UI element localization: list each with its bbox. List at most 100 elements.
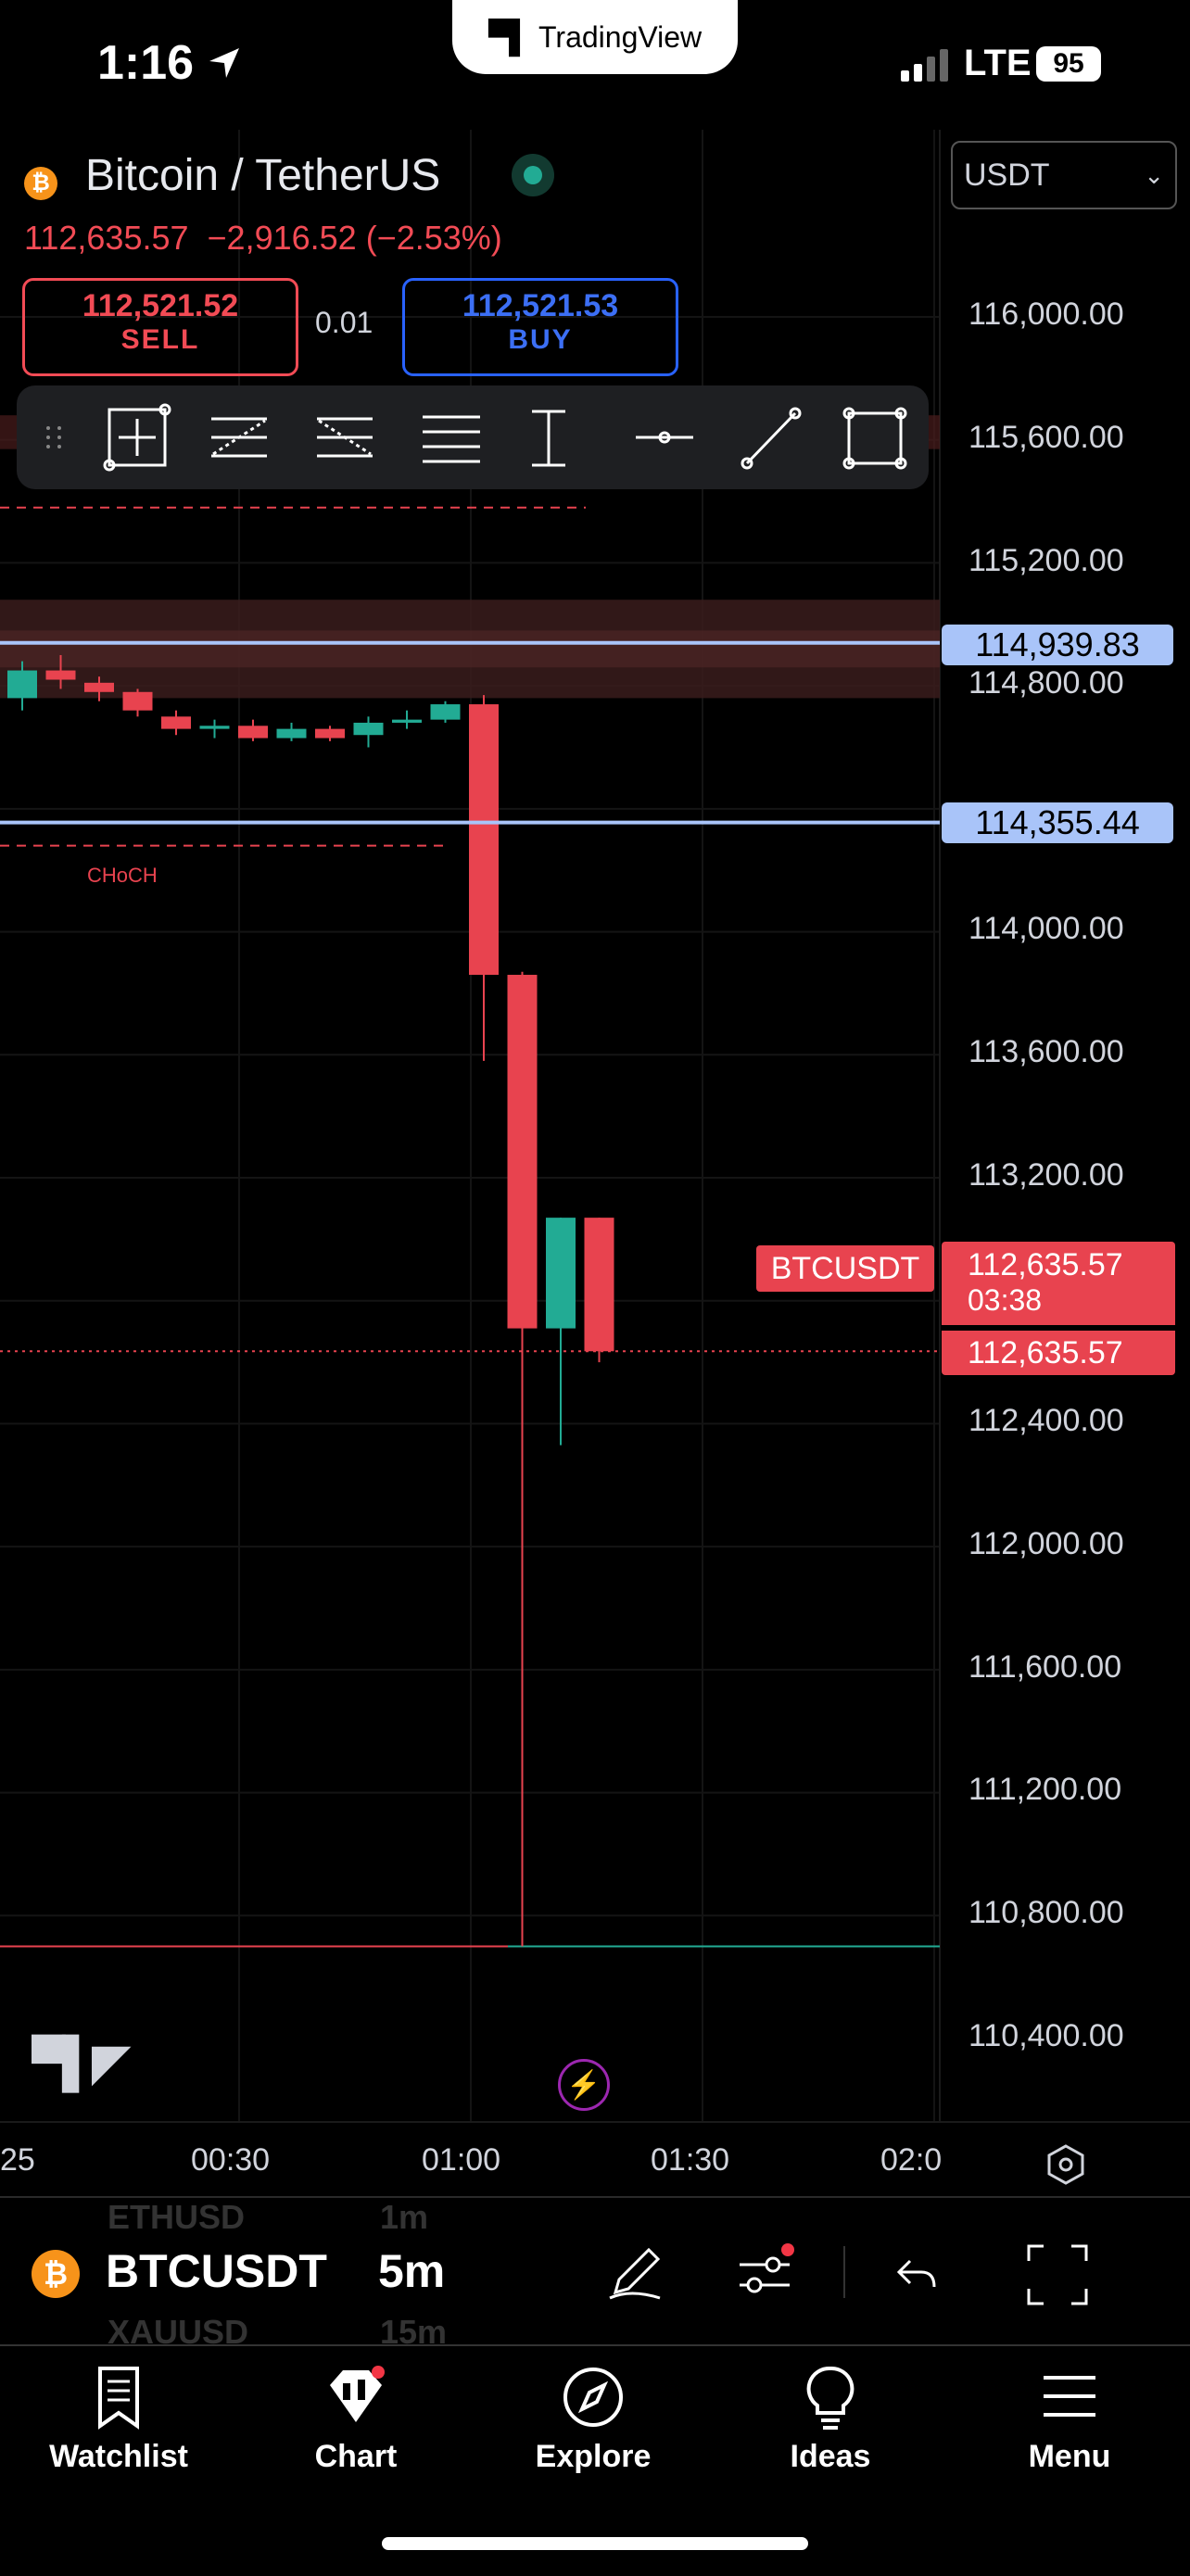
candle (315, 726, 345, 741)
bitcoin-coin-icon: ₿ (24, 167, 57, 200)
location-arrow-icon (209, 48, 239, 78)
fullscreen-icon[interactable] (1025, 2242, 1090, 2307)
status-bar: 1:16 ▀▌ TradingView LTE 95 (0, 0, 1190, 130)
price-tick: 111,200.00 (968, 1772, 1122, 1807)
tab-label: Watchlist (49, 2439, 188, 2474)
tradingview-watermark-icon: ▀▌◤ (32, 2036, 130, 2090)
tradingview-logo-icon: ▀▌ (487, 19, 531, 55)
currency-select-value: USDT (964, 157, 1050, 193)
tab-label: Ideas (790, 2439, 871, 2474)
indicators-icon[interactable] (732, 2241, 797, 2305)
market-status-icon[interactable] (512, 154, 554, 196)
network-type: LTE (964, 43, 1032, 83)
fib-extension-icon[interactable] (317, 417, 373, 458)
ghost-interval: 1m (380, 2198, 429, 2236)
tab-label: Explore (535, 2439, 652, 2474)
price-tick: 115,600.00 (968, 420, 1124, 455)
candle (161, 710, 191, 736)
drawing-toolbar (17, 385, 929, 489)
symbol-price-tag: BTCUSDT (756, 1245, 934, 1292)
tab-label: Chart (314, 2439, 398, 2474)
time-tick: 02:0 (880, 2142, 943, 2178)
chevron-down-icon: ⌄ (1144, 160, 1164, 189)
vertical-measure-icon[interactable] (532, 410, 565, 467)
line-price-tag[interactable]: 114,939.83 (942, 625, 1173, 665)
price-tick: 110,400.00 (968, 2018, 1124, 2053)
candle (392, 710, 422, 729)
app-pill-label: TradingView (538, 19, 703, 54)
time-tick: 01:30 (651, 2142, 730, 2178)
buy-price: 112,521.53 (462, 288, 619, 323)
tab-watchlist[interactable]: Watchlist (26, 2365, 211, 2475)
currency-select[interactable]: USDT ⌄ (951, 141, 1177, 209)
status-time: 1:16 (97, 36, 195, 90)
current-price-line-tag: 112,635.57 (942, 1331, 1175, 1375)
candle (238, 719, 268, 741)
rectangle-icon[interactable] (842, 407, 907, 470)
candle (84, 676, 114, 701)
price-tick: 113,600.00 (968, 1034, 1124, 1069)
symbol-title[interactable]: Bitcoin / TetherUS (85, 151, 441, 200)
candle (7, 661, 37, 711)
sell-price: 112,521.52 (82, 288, 239, 323)
candle (469, 695, 499, 1061)
tab-label: Menu (1028, 2439, 1111, 2474)
symbol-selector[interactable]: BTCUSDT (106, 2245, 327, 2297)
candle (546, 1218, 576, 1446)
signal-bars-icon (901, 49, 948, 82)
tradingview-pill[interactable]: ▀▌ TradingView (452, 0, 738, 74)
price-change: −2,916.52 (−2.53%) (207, 219, 502, 257)
price-tick: 115,200.00 (968, 543, 1124, 578)
choch-label: CHoCH (87, 864, 158, 887)
time-tick: 00:30 (191, 2142, 271, 2178)
candle (45, 654, 76, 689)
supply-zone-inner (0, 630, 940, 668)
candle (353, 716, 384, 748)
bitcoin-coin-icon: ₿ (32, 2250, 80, 2298)
tab-explore[interactable]: Explore (500, 2365, 686, 2475)
horizontal-ray-icon[interactable] (636, 431, 693, 444)
candle (507, 971, 538, 1947)
candle-countdown: 03:38 (968, 1283, 1043, 1317)
quantity-value[interactable]: 0.01 (315, 306, 373, 339)
menu-icon (1044, 2376, 1095, 2417)
separator (843, 2246, 845, 2298)
lightning-icon[interactable]: ⚡ (558, 2059, 610, 2111)
tab-ideas[interactable]: Ideas (738, 2365, 923, 2475)
horizontal-lines-icon[interactable] (423, 415, 480, 463)
time-tick: 01:00 (422, 2142, 501, 2178)
price-axis[interactable]: 116,000.00 115,600.00 115,200.00 114,800… (0, 0, 1190, 2196)
interval-selector[interactable]: 5m (378, 2245, 446, 2297)
fib-retracement-icon[interactable] (211, 417, 267, 458)
price-tick: 113,200.00 (968, 1157, 1124, 1193)
trend-line-icon[interactable] (741, 407, 802, 470)
price-tick: 114,800.00 (968, 665, 1124, 701)
ghost-symbol: ETHUSD (108, 2198, 246, 2236)
buy-button[interactable]: 112,521.53 BUY (402, 278, 678, 376)
horizontal-lines-layer (0, 640, 940, 825)
price-tick: 110,800.00 (968, 1895, 1124, 1930)
buy-label: BUY (508, 324, 573, 355)
undo-icon[interactable] (890, 2246, 945, 2302)
lightbulb-icon (806, 2366, 855, 2430)
line-price-tag[interactable]: 114,355.44 (942, 802, 1173, 843)
settings-hex-icon[interactable] (1044, 2142, 1088, 2187)
crosshair-box-icon[interactable] (103, 403, 171, 472)
tab-chart[interactable]: Chart (263, 2365, 449, 2475)
drag-handle-icon[interactable] (46, 426, 61, 448)
price-change-line: 112,635.57 −2,916.52 (−2.53%) (24, 219, 502, 258)
price-tick: 112,400.00 (968, 1403, 1124, 1438)
tab-menu[interactable]: Menu (977, 2365, 1162, 2475)
pencil-icon[interactable] (602, 2241, 667, 2305)
sell-label: SELL (120, 324, 200, 355)
sell-button[interactable]: 112,521.52 SELL (22, 278, 298, 376)
compass-icon (563, 2368, 623, 2427)
home-indicator (382, 2537, 808, 2550)
price-tick: 114,000.00 (968, 911, 1124, 946)
chart-diamond-icon (330, 2366, 385, 2422)
bookmark-icon (98, 2367, 139, 2430)
current-price: 112,635.57 (968, 1247, 1123, 1282)
time-tick: 25 (0, 2142, 35, 2178)
candles-layer (7, 654, 614, 1947)
current-price-tag: 112,635.57 03:38 (942, 1242, 1175, 1325)
